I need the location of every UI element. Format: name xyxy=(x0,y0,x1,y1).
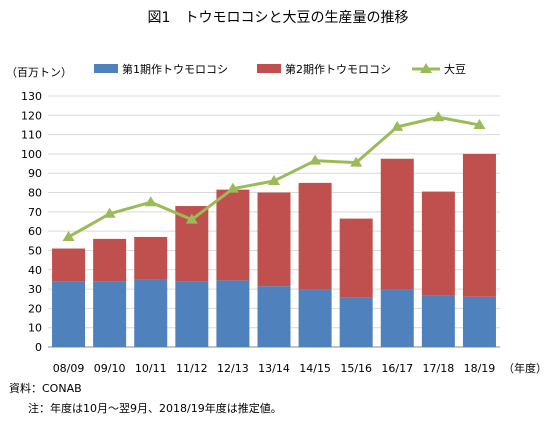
soy-point xyxy=(268,174,280,185)
soy-point xyxy=(473,118,486,129)
legend-marker xyxy=(420,63,432,73)
soy-point xyxy=(350,156,363,167)
bar-first-crop xyxy=(421,295,455,347)
bar-second-crop xyxy=(462,153,496,297)
x-tick-label: 08/09 xyxy=(53,362,85,375)
bar-first-crop xyxy=(52,281,86,347)
y-tick-label: 30 xyxy=(28,283,42,296)
x-tick-label: 11/12 xyxy=(176,362,208,375)
bar-second-crop xyxy=(257,192,291,287)
x-tick-label: 10/11 xyxy=(135,362,167,375)
bar-second-crop xyxy=(93,238,127,282)
y-tick-label: 50 xyxy=(28,244,42,257)
bar-second-crop xyxy=(216,189,250,281)
bar-second-crop xyxy=(298,182,332,290)
chart-title: 図1 トウモロコシと大豆の生産量の推移 xyxy=(148,10,409,26)
soy-point xyxy=(144,196,157,207)
bar-first-crop xyxy=(298,289,332,347)
y-tick-label: 80 xyxy=(28,187,42,200)
legend-label: 大豆 xyxy=(444,62,466,76)
footnote: 注：年度は10月～翌9月、2018/19年度は推定値。 xyxy=(28,402,282,415)
y-tick-label: 0 xyxy=(35,341,42,354)
soy-point xyxy=(103,207,116,218)
x-tick-label: 16/17 xyxy=(381,362,413,375)
bar-first-crop xyxy=(175,281,209,347)
y-tick-label: 110 xyxy=(21,129,42,142)
soy-point xyxy=(185,213,198,224)
soy-point xyxy=(391,120,404,131)
bar-second-crop xyxy=(380,158,414,290)
soy-point xyxy=(226,182,239,193)
x-tick-labels: 08/09 09/10 10/11 11/12 12/13 13/14 14/15 15/16… xyxy=(53,362,496,375)
legend-swatch xyxy=(94,64,118,73)
y-tick-label: 70 xyxy=(28,206,42,219)
bar-second-crop xyxy=(134,236,168,280)
legend-label: 第2期作トウモロコシ xyxy=(285,62,391,76)
y-tick-label: 40 xyxy=(28,264,42,277)
bar-first-crop xyxy=(216,280,250,347)
bar-second-crop xyxy=(421,191,455,296)
bar-first-crop xyxy=(134,279,168,347)
soy-point xyxy=(432,111,445,122)
y-tick-label: 130 xyxy=(21,90,42,103)
y-tick-label: 100 xyxy=(21,148,42,161)
y-tick-labels: 0 10 20 30 40 50 60 70 80 90 100 110 120 130 xyxy=(21,90,42,354)
legend-swatch xyxy=(257,64,281,73)
bar-first-crop xyxy=(257,286,291,347)
y-tick-label: 120 xyxy=(21,109,42,122)
y-tick-label: 90 xyxy=(28,167,42,180)
bar-first-crop xyxy=(380,289,414,347)
soy-point xyxy=(309,154,322,165)
y-tick-label: 60 xyxy=(28,225,42,238)
x-tick-label: 12/13 xyxy=(217,362,249,375)
x-tick-label: 14/15 xyxy=(299,362,331,375)
bar-first-crop xyxy=(462,296,496,347)
y-tick-label: 20 xyxy=(28,302,42,315)
soy-line xyxy=(62,111,486,241)
source-note: 資料：CONAB xyxy=(9,382,82,395)
bar-second-crop xyxy=(339,218,373,298)
x-tick-label: 13/14 xyxy=(258,362,290,375)
y-unit-label: （百万トン） xyxy=(6,66,72,79)
legend: 第1期作トウモロコシ 第2期作トウモロコシ 大豆 xyxy=(94,62,466,76)
x-axis-suffix: （年度） xyxy=(503,361,547,375)
bar-first-crop xyxy=(339,297,373,347)
legend-label: 第1期作トウモロコシ xyxy=(122,62,228,76)
x-tick-label: 18/19 xyxy=(464,362,496,375)
x-tick-label: 15/16 xyxy=(340,362,372,375)
y-tick-label: 10 xyxy=(28,322,42,335)
x-tick-label: 09/10 xyxy=(94,362,126,375)
bars xyxy=(52,153,496,347)
bar-second-crop xyxy=(52,248,86,282)
soy-point xyxy=(62,230,75,241)
x-tick-label: 17/18 xyxy=(423,362,455,375)
bar-first-crop xyxy=(93,281,127,347)
